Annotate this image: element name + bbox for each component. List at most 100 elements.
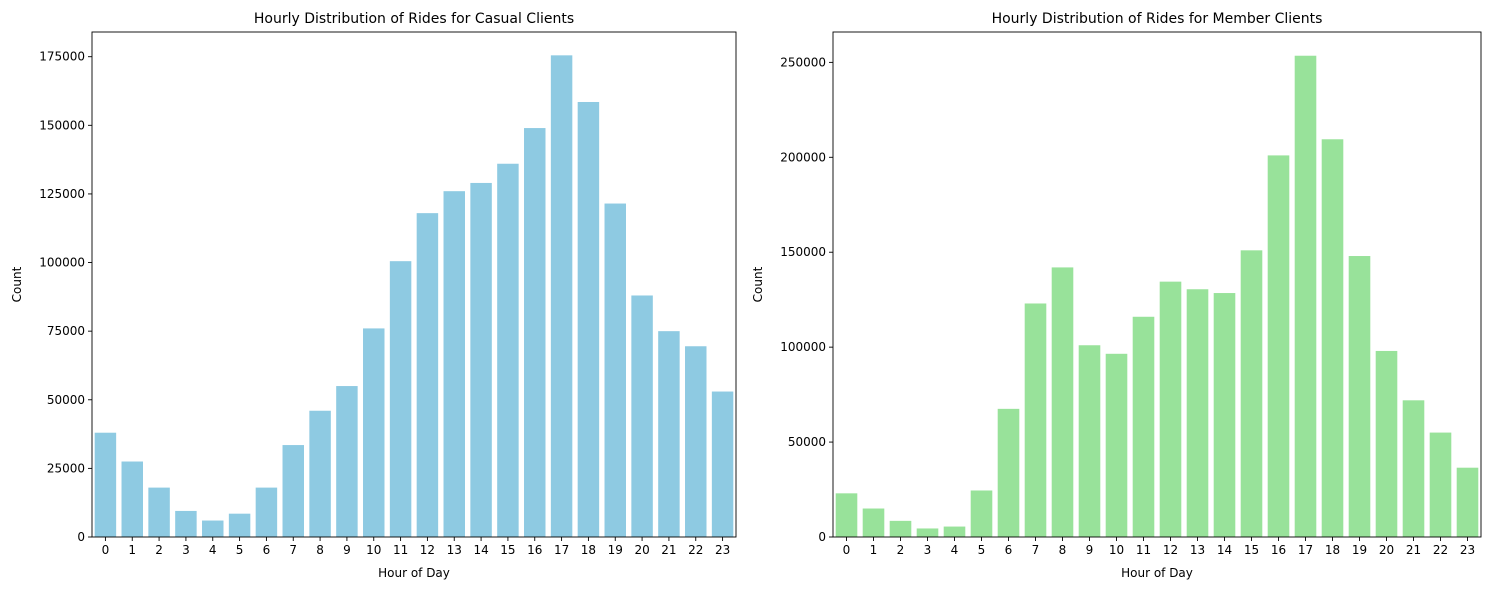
casual-y-tick-label-125000: 125000 [39,187,85,201]
member-clients-chart: 0 1 2 3 4 5 6 7 8 9 10 11 12 13 14 15 16 17 18 19 20 21 22 2305… [751,11,1482,580]
member-bar-hour-13 [1186,289,1209,537]
casual-x-tick-label-23: 23 [715,543,730,557]
casual-x-tick-label-20: 20 [634,543,649,557]
casual-plot-frame [91,31,737,538]
member-x-tick-label-8: 8 [1059,543,1067,557]
member-x-tick-label-17: 17 [1298,543,1313,557]
casual-bar-hour-0 [94,432,117,537]
member-chart-title: Hourly Distribution of Rides for Member … [992,11,1323,27]
casual-y-axis-label: Count [10,266,24,302]
casual-x-tick-label-10: 10 [366,543,381,557]
member-bar-hour-4 [943,526,966,537]
casual-bar-hour-23 [711,391,734,537]
member-bar-hour-5 [970,490,993,537]
casual-x-tick-label-19: 19 [608,543,623,557]
casual-bar-hour-15 [497,163,519,538]
casual-y-tick-label-75000: 75000 [47,324,85,338]
casual-x-tick-label-17: 17 [554,543,569,557]
member-bar-hour-3 [916,528,939,537]
member-x-tick-label-0: 0 [843,543,851,557]
casual-y-tick-label-0: 0 [77,530,85,544]
casual-chart-title: Hourly Distribution of Rides for Casual … [254,11,574,27]
casual-x-tick-label-12: 12 [420,543,435,557]
casual-x-tick-label-15: 15 [500,543,515,557]
member-x-tick-label-21: 21 [1406,543,1421,557]
casual-bar-hour-11 [389,261,412,537]
casual-y-tick-label-100000: 100000 [39,256,85,270]
casual-bar-hour-9 [336,386,358,537]
casual-bar-hour-22 [685,346,707,537]
member-y-tick-label-200000: 200000 [780,150,826,164]
member-x-tick-label-2: 2 [897,543,905,557]
member-bar-hour-14 [1213,293,1236,537]
member-x-tick-label-19: 19 [1352,543,1367,557]
casual-x-axis-label: Hour of Day [378,566,450,580]
casual-y-tick-label-50000: 50000 [47,393,85,407]
casual-bar-hour-12 [416,213,439,537]
member-bar-hour-20 [1375,350,1398,537]
casual-x-tick-label-18: 18 [581,543,596,557]
casual-bar-hour-20 [631,295,653,537]
member-bar-hour-0 [835,493,858,537]
casual-x-tick-label-4: 4 [209,543,217,557]
member-bar-hour-23 [1456,467,1479,537]
casual-x-tick-label-7: 7 [289,543,297,557]
casual-bar-hour-8 [309,410,331,537]
member-bar-hour-9 [1078,345,1101,537]
member-y-tick-label-50000: 50000 [788,435,826,449]
member-x-tick-label-3: 3 [924,543,932,557]
casual-bar-hour-7 [282,445,304,537]
member-y-tick-label-150000: 150000 [780,245,826,259]
member-bar-hour-22 [1429,432,1452,537]
member-x-tick-label-10: 10 [1109,543,1124,557]
casual-bar-hour-17 [550,55,573,537]
casual-y-tick-label-175000: 175000 [39,50,85,64]
casual-x-tick-label-14: 14 [473,543,488,557]
casual-x-tick-label-0: 0 [102,543,110,557]
casual-x-tick-label-5: 5 [236,543,244,557]
casual-bar-hour-19 [604,203,626,538]
casual-x-tick-label-21: 21 [661,543,676,557]
member-bar-hour-2 [889,520,912,537]
casual-x-tick-label-2: 2 [155,543,163,557]
member-x-tick-label-12: 12 [1163,543,1178,557]
member-x-tick-label-6: 6 [1005,543,1013,557]
member-x-axis-label: Hour of Day [1121,566,1193,580]
member-bar-hour-6 [997,408,1020,537]
member-plot-frame [832,31,1482,538]
member-bar-hour-19 [1348,256,1371,537]
member-x-tick-label-16: 16 [1271,543,1286,557]
casual-x-tick-label-11: 11 [393,543,408,557]
casual-bar-hour-4 [202,520,224,537]
member-bar-hour-10 [1105,353,1128,537]
casual-bar-hour-1 [121,461,143,537]
member-bar-hour-8 [1051,267,1074,537]
member-x-tick-label-14: 14 [1217,543,1232,557]
casual-bar-hour-13 [443,191,465,537]
member-y-tick-label-0: 0 [818,530,826,544]
member-x-tick-label-4: 4 [951,543,959,557]
casual-bar-hour-21 [658,331,680,537]
member-x-tick-label-5: 5 [978,543,986,557]
member-x-tick-label-13: 13 [1190,543,1205,557]
casual-y-tick-label-150000: 150000 [39,118,85,132]
casual-bar-hour-14 [470,182,492,537]
member-bar-hour-11 [1132,316,1155,537]
casual-x-tick-label-9: 9 [343,543,351,557]
casual-x-tick-label-22: 22 [688,543,703,557]
member-bar-hour-15 [1240,250,1263,537]
member-x-tick-label-7: 7 [1032,543,1040,557]
casual-x-tick-label-1: 1 [128,543,136,557]
member-x-tick-label-9: 9 [1086,543,1094,557]
casual-x-tick-label-3: 3 [182,543,190,557]
member-bar-hour-21 [1402,400,1425,537]
casual-bar-hour-10 [363,328,385,537]
member-x-tick-label-18: 18 [1325,543,1340,557]
member-bar-hour-1 [862,508,885,537]
member-x-tick-label-1: 1 [870,543,878,557]
member-bar-hour-7 [1024,303,1047,537]
casual-x-tick-label-13: 13 [447,543,462,557]
casual-bar-hour-18 [577,101,600,538]
member-x-tick-label-11: 11 [1136,543,1151,557]
